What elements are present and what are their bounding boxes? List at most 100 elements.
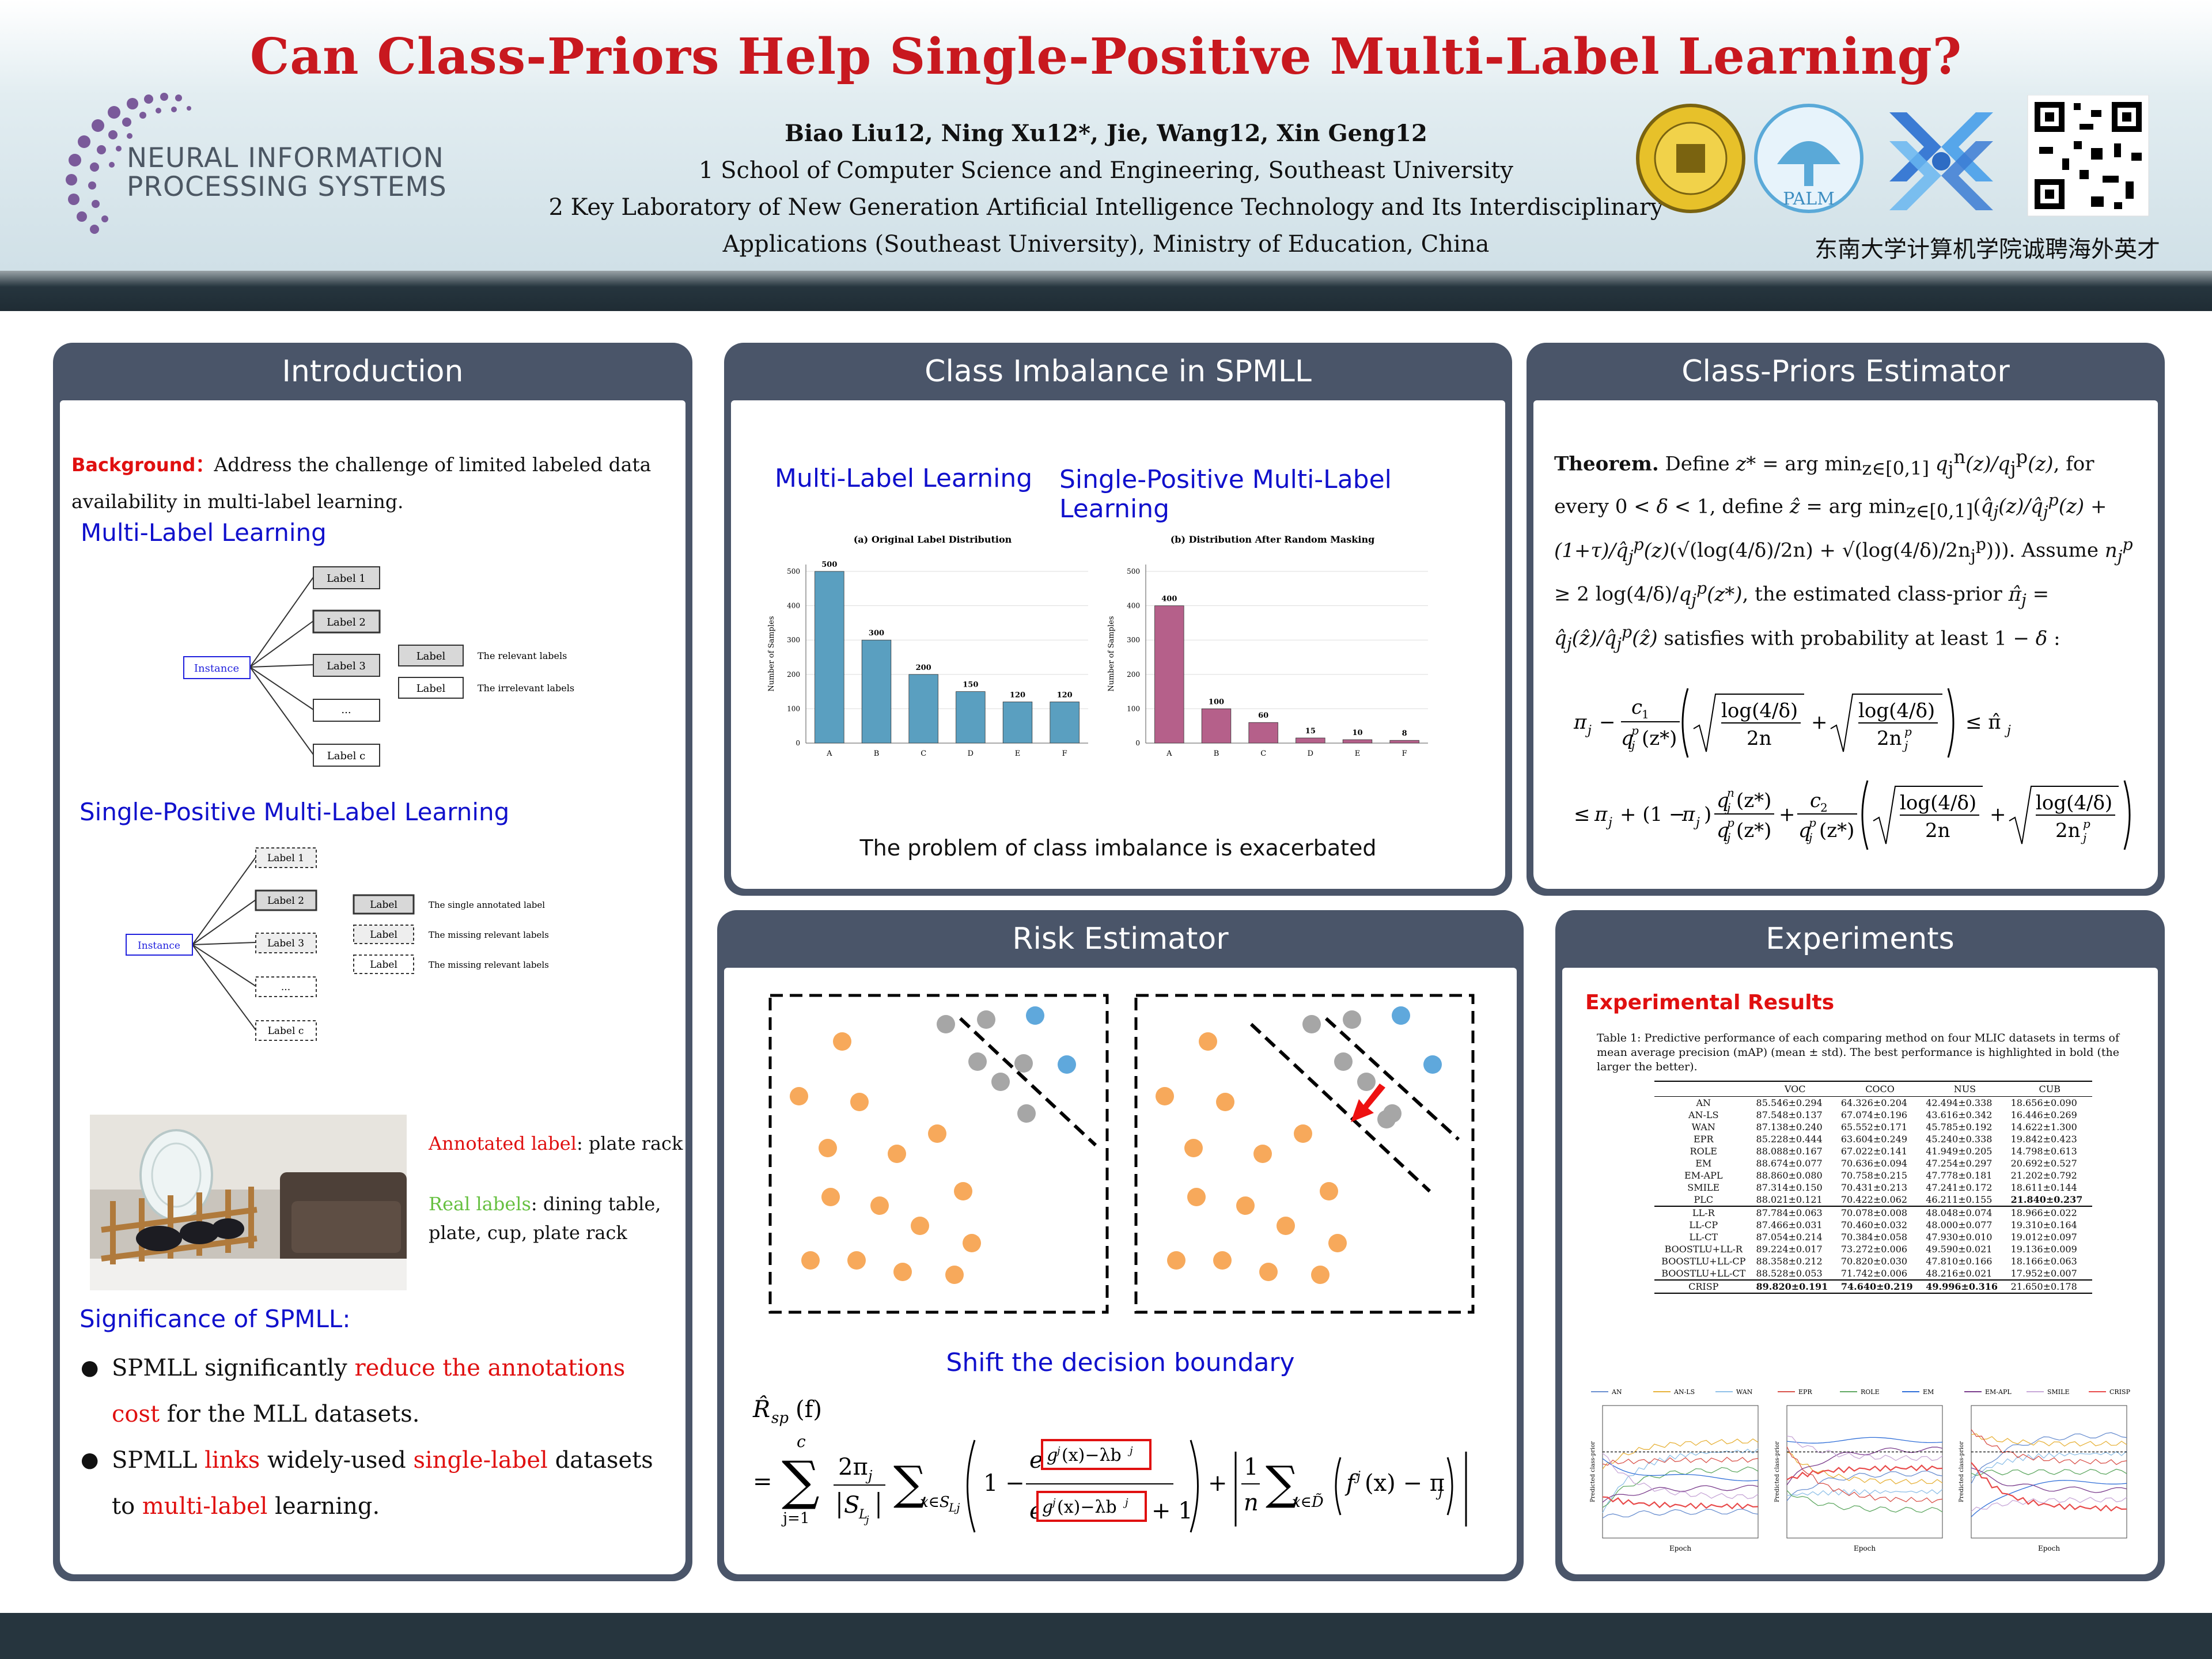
svg-text:j: j: [1127, 1445, 1133, 1457]
chart-ytick-a-3: 300: [787, 636, 800, 644]
chart-category-a-D: D: [968, 749, 974, 758]
table-value-cell: 64.326±0.204: [1840, 1097, 1908, 1108]
table-value-cell: 88.088±0.167: [1756, 1146, 1823, 1157]
curve-1-5: [1786, 1437, 1943, 1444]
curve-1-4: [1786, 1490, 1943, 1513]
chart-ytick-b-1: 100: [1127, 704, 1140, 713]
lab-logo-icon: [1889, 112, 1993, 210]
curve-0-5: [1602, 1458, 1759, 1482]
table-header-CUB: CUB: [2039, 1084, 2061, 1094]
table-value-cell: 63.604±0.249: [1840, 1134, 1908, 1145]
svg-text:1 −: 1 −: [983, 1470, 1025, 1497]
svg-text:(z*): (z*): [1642, 727, 1677, 750]
table-value-cell: 67.022±0.141: [1840, 1146, 1908, 1157]
curve-panel-1: Epoch Predicted class-prior: [1774, 1405, 1943, 1552]
chart-ytick-b-3: 300: [1127, 636, 1140, 644]
curve-1-0: [1786, 1470, 1943, 1502]
svg-text:L: L: [858, 1508, 868, 1522]
right-boundary-1: [1324, 1017, 1460, 1141]
table-method-cell: BOOSTLU+LL-R: [1664, 1244, 1743, 1255]
left-points: [790, 1006, 1076, 1284]
table-value-cell: 45.785±0.192: [1926, 1122, 1993, 1132]
table-value-cell: 42.494±0.338: [1926, 1097, 1993, 1108]
chart-ytick-b-5: 500: [1127, 567, 1140, 575]
table-value-cell: 19.842±0.423: [2010, 1134, 2077, 1145]
curve-ylabel-1: Predicted class-prior: [1774, 1441, 1781, 1502]
legend-label-single: Label: [370, 899, 397, 911]
svg-text:−: −: [1599, 711, 1616, 734]
scatter-point-left-16: [977, 1010, 995, 1029]
spmll-label-3: Label 3: [267, 938, 304, 949]
scatter-point-left-1: [790, 1087, 808, 1105]
table-value-cell: 47.241±0.172: [1926, 1182, 1993, 1193]
spmll-heading: Single-Positive Multi-Label Learning: [79, 798, 510, 826]
scatter-point-right-7: [1236, 1196, 1255, 1215]
mll-instance: Instance: [194, 662, 239, 675]
scatter-point-right-9: [1277, 1217, 1295, 1235]
spmll-instance-box: [126, 934, 193, 956]
svg-text:+: +: [1811, 711, 1828, 734]
table-value-cell: 16.446±0.269: [2010, 1109, 2077, 1120]
legend-entry-5: EM: [1923, 1388, 1934, 1396]
plate-rack-photo: [90, 1115, 407, 1290]
legend-label-relevant: Label: [416, 650, 446, 662]
table-value-cell: 49.996±0.316: [1926, 1281, 1998, 1292]
background-label: Background：: [71, 454, 214, 476]
svg-text:p: p: [1904, 725, 1912, 738]
scatter-point-left-6: [821, 1188, 840, 1206]
neurips-line1: NEURAL INFORMATION: [127, 142, 444, 174]
table-method-cell: LL-R: [1692, 1207, 1715, 1218]
curve-0-8: [1602, 1496, 1759, 1510]
table-row: EPR 85.228±0.444 63.604±0.249 45.240±0.338 1…: [1654, 1133, 2092, 1145]
svg-text:≤: ≤: [1574, 803, 1590, 826]
svg-text:S: S: [844, 1492, 859, 1518]
chart-value-label-b-A: 400: [1161, 595, 1177, 604]
risk-formula: R̂ sp (f) = ∑ c j=1 2π j SLj ∑ x∈SLj 1 − e …: [752, 1396, 1467, 1533]
svg-text:2n: 2n: [1925, 819, 1950, 842]
svg-text:j: j: [1725, 831, 1730, 844]
chart-value-label-b-B: 100: [1209, 698, 1224, 706]
table-header-NUS: NUS: [1953, 1084, 1976, 1094]
spmll-label-dots: ...: [281, 982, 290, 993]
legend-entry-3: EPR: [1798, 1388, 1812, 1396]
table-value-cell: 18.656±0.090: [2010, 1097, 2077, 1108]
legend-entry-7: SMILE: [2047, 1388, 2069, 1396]
mll-label-1: Label 1: [327, 573, 366, 585]
scatter-point-right-17: [1357, 1073, 1376, 1091]
imbalance-spmll-heading: Single-Positive Multi-Label Learning: [1059, 465, 1392, 524]
curve-xlabel-0: Epoch: [1669, 1544, 1691, 1552]
table-value-cell: 19.136±0.009: [2010, 1244, 2077, 1255]
scatter-point-right-19: [1377, 1110, 1396, 1128]
curve-2-6: [1971, 1467, 2127, 1493]
svg-text:+: +: [1779, 803, 1796, 826]
table-method-cell: LL-CT: [1689, 1232, 1718, 1243]
table-method-cell: BOOSTLU+LL-CT: [1661, 1268, 1746, 1279]
chart-bar-b-E: [1342, 739, 1373, 744]
palm-logo-icon: PALM: [1754, 104, 1863, 213]
background-paragraph: Background：Address the challenge of limi…: [71, 446, 671, 520]
table-value-cell: 85.546±0.294: [1756, 1097, 1823, 1108]
table-value-cell: 18.166±0.063: [2010, 1256, 2077, 1267]
table-value-cell: 20.692±0.527: [2010, 1158, 2077, 1169]
scatter-point-left-11: [847, 1251, 866, 1270]
chart-bar-b-C: [1248, 722, 1278, 744]
svg-text:j: j: [1902, 738, 1908, 752]
chart-ylabel-b: Number of Samples: [1107, 616, 1116, 691]
table-row: AN-LS 87.548±0.137 67.074±0.196 43.616±0.34…: [1654, 1109, 2092, 1121]
svg-text:(f): (f): [796, 1396, 822, 1423]
chart-title-b: (b) Distribution After Random Masking: [1171, 534, 1375, 545]
table-method-cell: EM-APL: [1684, 1170, 1723, 1181]
scatter-point-right-3: [1184, 1139, 1203, 1157]
svg-text:g: g: [1047, 1445, 1058, 1465]
risk-panel: Risk Estimator Shift the decision bounda…: [717, 910, 1524, 1581]
svg-text:q: q: [1717, 789, 1729, 812]
author-names: Biao Liu12, Ning Xu12*, Jie, Wang12, Xin…: [785, 120, 1427, 147]
table-value-cell: 74.640±0.219: [1840, 1281, 1913, 1292]
table-method-cell: CRISP: [1688, 1281, 1719, 1292]
table-row: LL-R 87.784±0.063 70.078±0.008 48.048±0.074…: [1654, 1206, 2092, 1219]
chart-value-label-b-D: 15: [1305, 727, 1316, 736]
right-points: [1156, 1006, 1442, 1284]
scatter-point-right-2: [1216, 1093, 1234, 1111]
table-row: SMILE 87.314±0.150 70.431±0.213 47.241±0.17…: [1654, 1181, 2092, 1194]
footer-band: [0, 1613, 2212, 1659]
